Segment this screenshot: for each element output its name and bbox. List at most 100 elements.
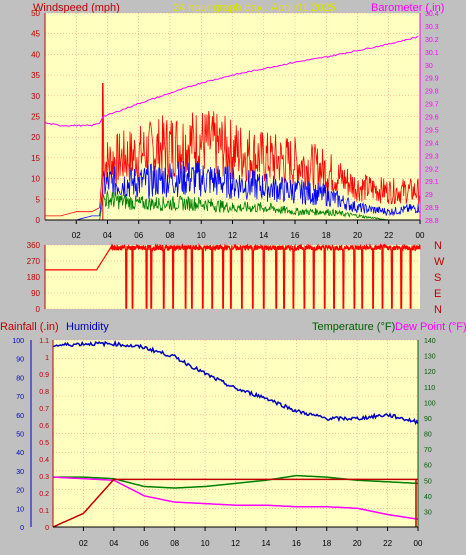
rainfall-y-tick-label: 0.2 xyxy=(39,491,49,498)
wind-x-tick-label: 14 xyxy=(259,231,268,240)
wind-x-tick-label: 12 xyxy=(228,231,237,240)
temperature-x-tick-label: 18 xyxy=(322,539,331,548)
baro-y-tick-label: 29.3 xyxy=(425,153,439,160)
baro-y-tick-label: 29.5 xyxy=(425,127,439,134)
wind-x-tick-label: 22 xyxy=(384,231,393,240)
humidity-y-tick-label: 50 xyxy=(16,432,24,439)
temperature-x-tick-label: 12 xyxy=(231,539,240,548)
direction-series xyxy=(45,242,421,309)
direction-compass-letter: E xyxy=(434,288,441,300)
baro-y-tick-label: 30.2 xyxy=(425,37,439,44)
rainfall-y-tick-label: 0.5 xyxy=(39,440,49,447)
rainfall-y-tick-label: 0.9 xyxy=(39,372,49,379)
temperature-axes: 010203040506070809010000.10.20.30.40.50.… xyxy=(12,338,435,548)
rainfall-line xyxy=(52,478,418,528)
baro-y-tick-label: 28.8 xyxy=(425,218,439,225)
humidity-y-tick-label: 80 xyxy=(16,375,24,382)
rainfall-y-tick-label: 0.4 xyxy=(39,457,49,464)
temperature-y-tick-label: 140 xyxy=(424,338,436,345)
rainfall-y-tick-label: 1 xyxy=(45,355,49,362)
rainfall-y-tick-label: 0.8 xyxy=(39,389,49,396)
temperature-y-tick-label: 30 xyxy=(424,509,432,516)
humidity-y-tick-label: 30 xyxy=(16,469,24,476)
baro-y-tick-label: 29.8 xyxy=(425,89,439,96)
rainfall-y-tick-label: 0.3 xyxy=(39,474,49,481)
temperature-x-tick-label: 04 xyxy=(109,539,118,548)
baro-y-tick-label: 29.4 xyxy=(425,140,439,147)
wind-y-tick-label: 30 xyxy=(31,92,40,101)
temperature-y-tick-label: 110 xyxy=(424,385,435,392)
temperature-y-tick-label: 120 xyxy=(424,369,436,376)
dewpoint-label: Dew Point (°F) xyxy=(395,321,466,333)
humidity-y-tick-label: 60 xyxy=(16,413,24,420)
wind-y-tick-label: 40 xyxy=(31,50,40,59)
wind-x-tick-label: 04 xyxy=(103,231,112,240)
humidity-y-tick-label: 40 xyxy=(16,450,24,457)
rainfall-y-tick-label: 0.6 xyxy=(39,423,49,430)
temperature-y-tick-label: 60 xyxy=(424,463,432,470)
direction-y-tick-label: 180 xyxy=(27,273,41,282)
direction-y-tick-label: 90 xyxy=(31,289,40,298)
temperature-x-tick-label: 02 xyxy=(79,539,88,548)
wind-axes: 0 5 10 15 20 25 30 35 40 45 50 28.8 28.9 29 29.1 29.2 29… xyxy=(31,9,439,240)
wind-y-tick-label: 10 xyxy=(31,175,40,184)
temperature-series xyxy=(52,339,419,528)
humidity-line xyxy=(52,339,419,426)
barometer-line xyxy=(44,36,419,127)
humidity-y-tick-label: 0 xyxy=(20,525,24,532)
temperature-x-tick-label: 22 xyxy=(383,539,392,548)
temperature-x-tick-label: 14 xyxy=(261,539,270,548)
humidity-y-tick-label: 70 xyxy=(16,394,24,401)
baro-y-tick-label: 29.6 xyxy=(425,115,439,122)
direction-compass-letter: N xyxy=(434,304,442,316)
humidity-label: Humidity xyxy=(66,321,109,333)
baro-y-tick-label: 29.2 xyxy=(425,166,439,173)
wind-y-tick-label: 50 xyxy=(31,9,40,18)
temperature-y-tick-label: 130 xyxy=(424,354,436,361)
wind-y-tick-label: 5 xyxy=(36,195,41,204)
temperature-y-tick-label: 80 xyxy=(424,432,432,439)
direction-line xyxy=(45,242,421,309)
direction-y-tick-label: 270 xyxy=(27,257,41,266)
rainfall-y-tick-label: 1.1 xyxy=(39,338,49,345)
rainfall-y-tick-label: 0.1 xyxy=(39,508,49,515)
humidity-y-tick-label: 10 xyxy=(16,506,24,513)
temperature-label: Temperature (°F) xyxy=(312,321,395,333)
humidity-y-tick-label: 100 xyxy=(12,338,24,345)
temperature-y-tick-label: 50 xyxy=(424,478,432,485)
temperature-y-tick-label: 90 xyxy=(424,416,432,423)
temperature-x-tick-label: 16 xyxy=(292,539,301,548)
wind-x-tick-label: 02 xyxy=(72,231,81,240)
temperature-y-tick-label: 100 xyxy=(424,400,436,407)
windspeed-label: Windspeed (mph) xyxy=(33,2,120,14)
direction-compass-letter: N xyxy=(434,240,442,252)
rainfall-label: Rainfall (.in) xyxy=(0,321,59,333)
direction-y-tick-label: 0 xyxy=(36,305,41,314)
wind-y-tick-label: 0 xyxy=(36,216,41,225)
baro-y-tick-label: 30 xyxy=(425,63,433,70)
baro-y-tick-label: 30.4 xyxy=(425,11,439,18)
wind-x-tick-label: 08 xyxy=(166,231,175,240)
rainfall-y-tick-label: 0 xyxy=(45,525,49,532)
baro-y-tick-label: 29 xyxy=(425,192,433,199)
wind-gust-line xyxy=(45,83,421,217)
wind-series xyxy=(44,36,421,221)
direction-compass-letter: S xyxy=(434,272,441,284)
temperature-x-tick-label: 06 xyxy=(140,539,149,548)
wind-x-tick-label: 10 xyxy=(197,231,206,240)
rainfall-y-tick-label: 0.7 xyxy=(39,406,49,413)
wind-x-tick-label: 00 xyxy=(416,231,425,240)
humidity-y-tick-label: 90 xyxy=(16,357,24,364)
humidity-y-tick-label: 20 xyxy=(16,488,24,495)
wind-y-tick-label: 25 xyxy=(31,113,40,122)
wind-y-tick-label: 45 xyxy=(31,30,40,39)
baro-y-tick-label: 30.3 xyxy=(425,24,439,31)
wind-y-tick-label: 20 xyxy=(31,133,40,142)
temperature-x-tick-label: 00 xyxy=(414,539,423,548)
temperature-x-tick-label: 10 xyxy=(201,539,210,548)
baro-y-tick-label: 29.9 xyxy=(425,76,439,83)
temperature-y-tick-label: 40 xyxy=(424,494,432,501)
baro-y-tick-label: 28.9 xyxy=(425,205,439,212)
